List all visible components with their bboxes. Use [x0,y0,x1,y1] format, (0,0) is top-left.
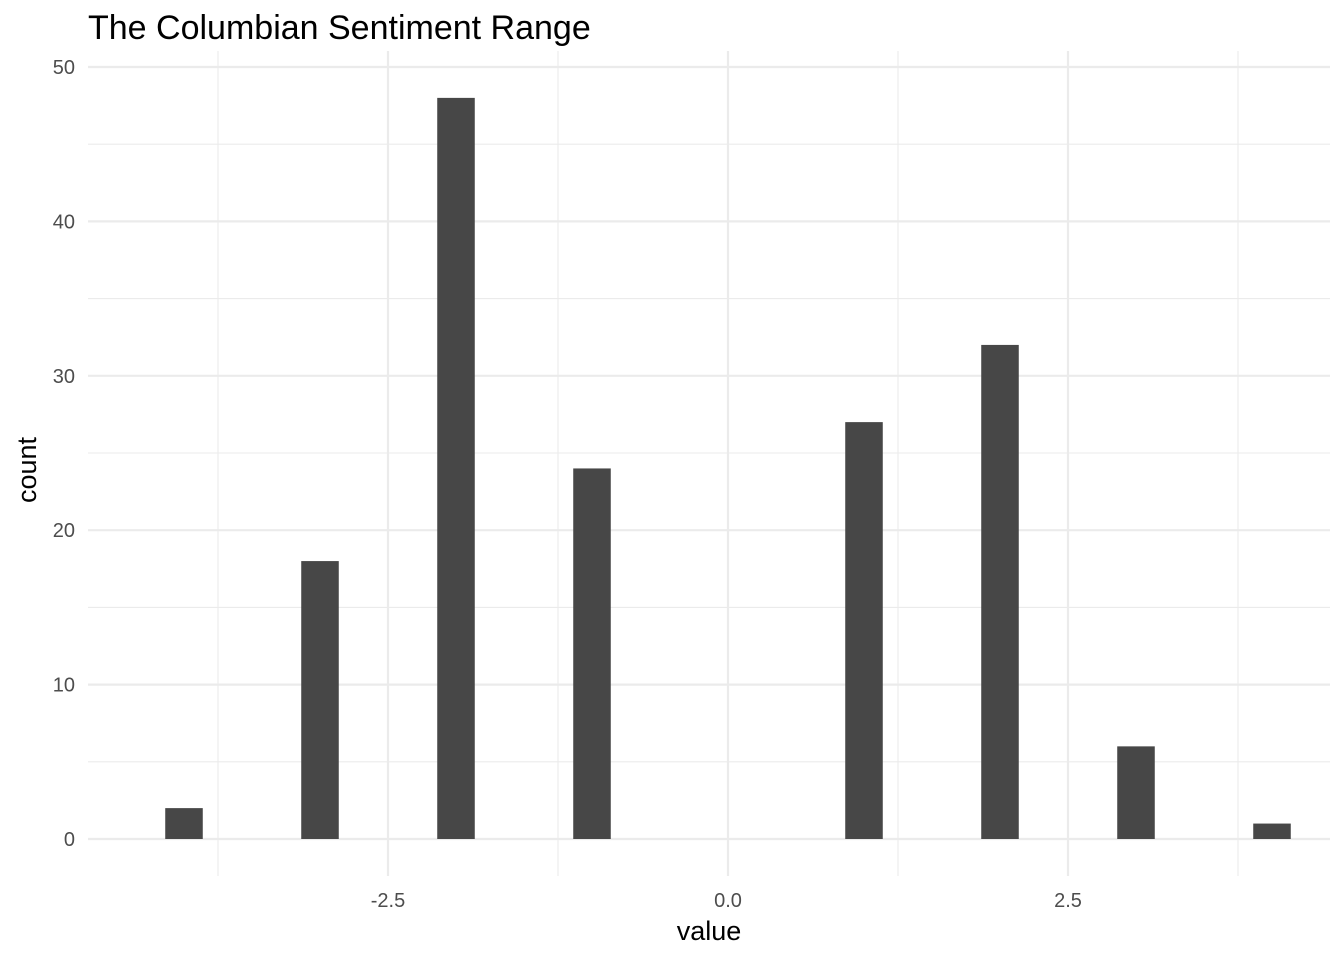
y-tick-label: 50 [53,57,75,79]
histogram-bar [165,808,203,839]
bars [165,97,1291,839]
histogram-bar [437,97,475,839]
histogram-bar [981,344,1019,839]
x-tick-label: 2.5 [1054,890,1082,912]
minor-gridlines [88,51,1330,876]
histogram-bar [845,422,883,839]
y-tick-label: 30 [53,366,75,388]
x-tick-label: -2.5 [371,890,405,912]
histogram-bar [1117,746,1155,839]
y-tick-label: 40 [53,211,75,233]
x-axis-label: value [677,916,742,946]
histogram-bar [1253,823,1291,839]
y-axis-ticks: 0 10 20 30 40 50 [53,57,75,851]
histogram-bar [573,468,611,839]
x-axis-ticks: -2.5 0.0 2.5 [371,890,1082,912]
histogram-bar [301,561,339,839]
y-tick-label: 10 [53,675,75,697]
chart-title: The Columbian Sentiment Range [88,9,591,47]
y-tick-label: 20 [53,520,75,542]
x-tick-label: 0.0 [714,890,742,912]
y-tick-label: 0 [64,829,75,851]
y-axis-label: count [12,436,42,503]
